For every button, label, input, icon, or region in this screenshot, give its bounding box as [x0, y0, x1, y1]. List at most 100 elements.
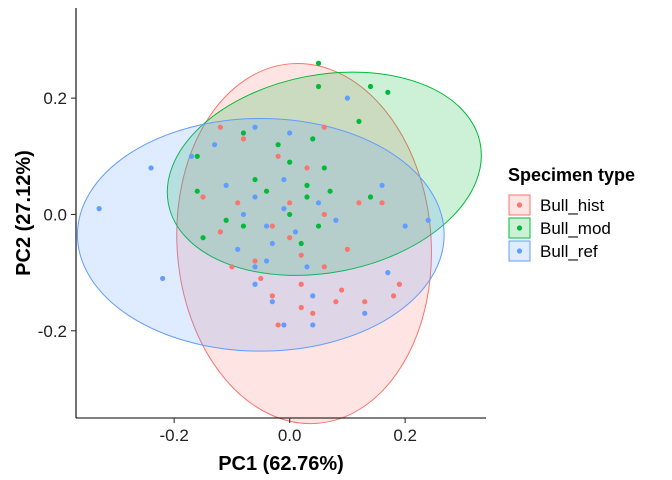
point-bull-mod-4	[356, 118, 362, 125]
point-bull-mod-19	[315, 223, 322, 229]
point-bull-ref-11	[281, 206, 287, 212]
point-bull-mod-9	[287, 159, 293, 165]
point-bull-hist-24	[269, 293, 275, 299]
point-bull-mod-1	[367, 83, 374, 90]
point-bull-ref-5	[344, 95, 351, 101]
point-bull-ref-10	[240, 211, 247, 218]
point-bull-hist-28	[252, 258, 258, 264]
point-bull-hist-18	[339, 287, 345, 293]
point-bull-hist-14	[298, 252, 304, 258]
point-bull-ref-6	[252, 124, 258, 130]
confidence-ellipses	[76, 62, 482, 425]
data-points	[96, 60, 431, 328]
point-bull-mod-14	[194, 188, 200, 194]
point-bull-ref-7	[287, 130, 293, 136]
point-bull-hist-1	[240, 136, 247, 142]
point-bull-hist-8	[269, 223, 275, 229]
y-tick-label-0: -0.2	[38, 322, 67, 341]
point-bull-mod-16	[304, 194, 310, 200]
point-bull-hist-9	[287, 200, 293, 206]
point-bull-ref-15	[235, 246, 241, 252]
point-bull-hist-20	[391, 293, 397, 299]
x-tick-label-1: 0.0	[278, 426, 302, 445]
point-bull-mod-13	[327, 188, 333, 194]
point-bull-ref-26	[402, 223, 408, 229]
point-bull-mod-23	[298, 240, 304, 247]
point-bull-mod-8	[310, 136, 316, 142]
point-bull-ref-21	[310, 293, 316, 299]
point-bull-hist-11	[356, 200, 362, 206]
y-ticks: -0.2 0.0 0.2	[38, 89, 76, 341]
point-bull-mod-0	[315, 60, 322, 66]
point-bull-ref-22	[281, 322, 287, 328]
point-bull-hist-16	[258, 275, 264, 282]
point-bull-mod-15	[263, 188, 270, 194]
x-ticks: -0.2 0.0 0.2	[160, 418, 417, 445]
point-bull-mod-7	[275, 142, 281, 148]
point-bull-mod-11	[252, 176, 258, 183]
point-bull-hist-29	[344, 246, 351, 252]
point-bull-hist-26	[275, 322, 281, 328]
point-bull-hist-21	[396, 281, 402, 287]
legend: Specimen type Bull_hist Bull_mod Bull_ref	[508, 165, 635, 262]
legend-label-bull-ref: Bull_ref	[540, 242, 598, 261]
point-bull-mod-17	[287, 211, 293, 218]
point-bull-ref-29	[263, 223, 270, 229]
point-bull-mod-18	[240, 223, 247, 229]
point-bull-ref-17	[263, 258, 270, 264]
legend-dot-bull-mod	[516, 225, 523, 231]
point-bull-ref-28	[379, 182, 385, 188]
point-bull-hist-23	[298, 304, 304, 311]
point-bull-hist-25	[310, 310, 316, 316]
point-bull-hist-2	[275, 153, 281, 159]
point-bull-mod-20	[367, 194, 374, 200]
y-axis-title: PC2 (27.12%)	[13, 150, 35, 276]
x-axis-title: PC1 (62.76%)	[218, 453, 344, 475]
point-bull-hist-17	[298, 281, 304, 287]
x-tick-label-0: -0.2	[160, 426, 189, 445]
point-bull-hist-3	[321, 124, 327, 130]
legend-dot-bull-hist	[516, 202, 523, 208]
point-bull-ref-31	[281, 176, 287, 183]
axes	[75, 8, 486, 419]
point-bull-hist-15	[321, 264, 327, 270]
point-bull-ref-2	[160, 275, 166, 282]
point-bull-hist-13	[229, 264, 235, 270]
legend-dot-bull-ref	[516, 248, 523, 254]
point-bull-hist-12	[379, 200, 385, 206]
y-tick-label-2: 0.2	[43, 89, 67, 108]
point-bull-hist-10	[321, 211, 327, 218]
point-bull-hist-19	[362, 299, 368, 305]
point-bull-ref-0	[96, 206, 102, 212]
legend-label-bull-mod: Bull_mod	[540, 219, 611, 238]
point-bull-ref-25	[385, 270, 391, 276]
point-bull-mod-2	[385, 89, 391, 95]
point-bull-mod-3	[315, 83, 322, 90]
point-bull-mod-6	[240, 130, 247, 136]
legend-title: Specimen type	[508, 165, 635, 185]
point-bull-mod-10	[321, 165, 327, 171]
point-bull-ref-16	[252, 264, 258, 270]
point-bull-hist-22	[333, 299, 339, 305]
point-bull-hist-27	[287, 235, 293, 241]
point-bull-ref-20	[269, 299, 275, 305]
point-bull-hist-6	[235, 200, 241, 206]
point-bull-hist-4	[304, 165, 310, 171]
point-bull-ref-8	[223, 182, 229, 188]
point-bull-hist-7	[217, 229, 223, 235]
point-bull-hist-5	[200, 194, 206, 200]
point-bull-ref-4	[211, 142, 218, 148]
point-bull-mod-21	[200, 235, 206, 241]
point-bull-ref-30	[292, 229, 299, 235]
point-bull-ref-18	[304, 264, 310, 270]
point-bull-mod-5	[194, 153, 200, 159]
point-bull-ref-24	[362, 310, 368, 316]
point-bull-ref-27	[425, 217, 431, 223]
point-bull-ref-14	[269, 240, 275, 247]
point-bull-ref-1	[148, 165, 154, 171]
ellipse-bull-mod	[166, 71, 482, 276]
point-bull-ref-3	[188, 153, 195, 159]
y-tick-label-1: 0.0	[43, 205, 67, 224]
point-bull-ref-9	[252, 194, 258, 200]
